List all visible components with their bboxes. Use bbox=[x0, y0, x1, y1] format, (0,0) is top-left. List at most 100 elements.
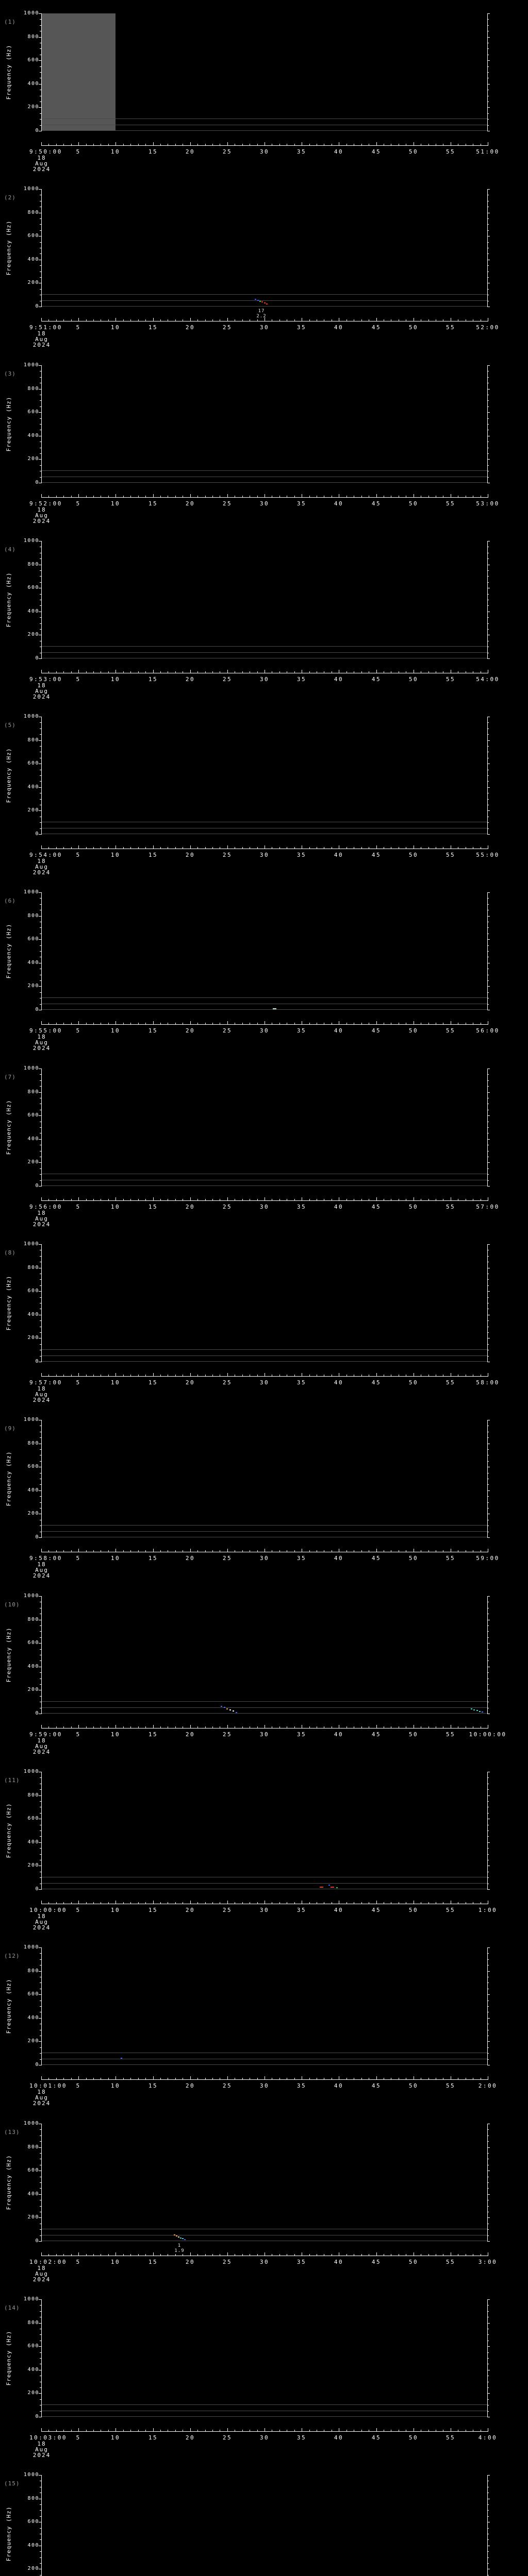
y-tick bbox=[487, 1848, 489, 1849]
y-tick bbox=[40, 424, 41, 425]
y-tick-label: 400 bbox=[27, 1136, 39, 1142]
time-start-label: 9:56:00 bbox=[29, 1204, 62, 1210]
y-tick-label: 0 bbox=[35, 2414, 39, 2419]
y-tick bbox=[487, 2551, 489, 2552]
x-tick-label: 20 bbox=[185, 2434, 195, 2441]
y-tick bbox=[487, 2387, 489, 2388]
x-tick bbox=[48, 2254, 49, 2256]
y-tick-label: 200 bbox=[27, 632, 39, 637]
x-tick bbox=[56, 1023, 57, 1024]
x-tick bbox=[361, 2430, 362, 2431]
x-tick-label: 30 bbox=[259, 2259, 270, 2265]
y-tick-label: 1000 bbox=[23, 186, 39, 192]
x-tick-label: 25 bbox=[222, 1555, 233, 1562]
x-tick-label: 40 bbox=[334, 148, 344, 155]
date-label: Aug bbox=[35, 160, 48, 167]
y-tick-label: 400 bbox=[27, 2543, 39, 2548]
date-label: 2024 bbox=[32, 1221, 51, 1228]
y-axis-title: Frequency (Hz) bbox=[5, 396, 12, 452]
y-tick bbox=[40, 119, 41, 120]
spectrogram-panel-5: (5) Frequency (Hz) 0 200 400 600 800 1000 5 10 15 2… bbox=[0, 703, 528, 879]
panel-index-label: (14) bbox=[4, 2304, 20, 2311]
x-tick bbox=[294, 496, 295, 497]
y-tick-label: 800 bbox=[27, 210, 39, 215]
y-tick bbox=[487, 477, 489, 478]
y-tick bbox=[487, 1836, 489, 1837]
x-tick-label: 35 bbox=[296, 1731, 307, 1738]
x-tick bbox=[190, 1901, 191, 1904]
x-tick bbox=[145, 1375, 146, 1376]
x-tick bbox=[160, 1902, 161, 1904]
x-tick bbox=[138, 319, 139, 321]
x-tick bbox=[160, 319, 161, 321]
x-tick bbox=[86, 2254, 87, 2256]
x-tick-label: 10 bbox=[110, 1731, 121, 1738]
x-tick bbox=[227, 1549, 228, 1552]
y-tick-label: 400 bbox=[27, 2191, 39, 2197]
x-tick bbox=[138, 1023, 139, 1024]
y-tick bbox=[487, 277, 489, 278]
x-tick bbox=[212, 2430, 213, 2431]
y-tick bbox=[487, 13, 490, 14]
x-tick bbox=[428, 2254, 429, 2256]
x-tick bbox=[175, 671, 176, 673]
y-tick-label: 400 bbox=[27, 608, 39, 614]
noise-line-105hz bbox=[41, 118, 488, 119]
x-tick bbox=[346, 671, 347, 673]
x-tick-label: 10 bbox=[110, 1379, 121, 1386]
noise-line-105hz bbox=[41, 294, 488, 295]
y-tick-label: 800 bbox=[27, 1617, 39, 1622]
detection-mark bbox=[223, 1707, 225, 1708]
x-tick bbox=[160, 671, 161, 673]
x-tick bbox=[361, 144, 362, 145]
y-tick bbox=[487, 898, 489, 899]
x-tick bbox=[130, 319, 131, 321]
x-tick bbox=[242, 1023, 243, 1024]
y-tick-label: 600 bbox=[27, 409, 39, 415]
y-tick-label: 200 bbox=[27, 2390, 39, 2396]
x-tick bbox=[48, 2078, 49, 2079]
x-tick bbox=[86, 671, 87, 673]
panel-index-label: (11) bbox=[4, 1777, 20, 1784]
y-tick bbox=[487, 1537, 490, 1538]
x-tick-label: 50 bbox=[408, 2082, 419, 2089]
x-tick bbox=[346, 1726, 347, 1728]
x-tick bbox=[190, 1021, 191, 1024]
x-tick bbox=[153, 2252, 154, 2256]
y-tick bbox=[487, 1660, 489, 1661]
x-axis-line bbox=[41, 1376, 488, 1377]
y-tick bbox=[487, 2516, 489, 2517]
y-tick bbox=[40, 465, 41, 466]
x-tick-label: 30 bbox=[259, 1379, 270, 1386]
y-tick bbox=[40, 1801, 41, 1802]
x-tick bbox=[41, 1901, 42, 1904]
x-tick bbox=[257, 1726, 258, 1728]
x-tick-label: 45 bbox=[371, 1027, 382, 1034]
y-tick-label: 200 bbox=[27, 807, 39, 813]
y-tick bbox=[40, 1086, 41, 1087]
x-tick-label: 40 bbox=[334, 1907, 344, 1913]
x-tick bbox=[346, 144, 347, 145]
x-tick bbox=[428, 2078, 429, 2079]
y-tick bbox=[487, 1596, 490, 1597]
y-tick bbox=[487, 1953, 489, 1954]
x-tick bbox=[130, 1199, 131, 1200]
y-tick-label: 1000 bbox=[23, 1065, 39, 1071]
x-tick bbox=[71, 1375, 72, 1376]
y-tick bbox=[487, 2129, 489, 2130]
y-tick bbox=[39, 1537, 41, 1538]
y-tick bbox=[40, 2516, 41, 2517]
y-tick bbox=[487, 1801, 489, 1802]
x-tick-label: 10 bbox=[110, 2082, 121, 2089]
x-tick bbox=[160, 2078, 161, 2079]
detection-mark bbox=[482, 1711, 484, 1713]
y-tick bbox=[487, 904, 489, 905]
y-tick bbox=[40, 734, 41, 735]
y-tick bbox=[487, 2334, 489, 2335]
x-tick-label: 5 bbox=[76, 1027, 81, 1034]
spectrogram-panel-6: (6) Frequency (Hz) 0 200 400 600 800 1000 5 10 15 2… bbox=[0, 879, 528, 1055]
detection-mark bbox=[255, 298, 257, 300]
x-tick bbox=[145, 1199, 146, 1200]
x-axis-line bbox=[41, 2431, 488, 2432]
x-tick bbox=[123, 1550, 124, 1552]
